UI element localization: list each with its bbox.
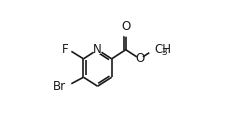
Circle shape [93, 46, 101, 54]
Text: N: N [93, 43, 101, 56]
Circle shape [148, 44, 159, 55]
Text: O: O [135, 52, 144, 65]
Circle shape [61, 81, 71, 91]
Circle shape [65, 47, 71, 53]
Circle shape [136, 56, 142, 62]
Circle shape [122, 30, 128, 36]
Text: F: F [61, 43, 68, 56]
Text: O: O [121, 20, 130, 33]
Text: 3: 3 [161, 48, 166, 57]
Text: Br: Br [53, 80, 66, 93]
Text: CH: CH [154, 43, 171, 56]
